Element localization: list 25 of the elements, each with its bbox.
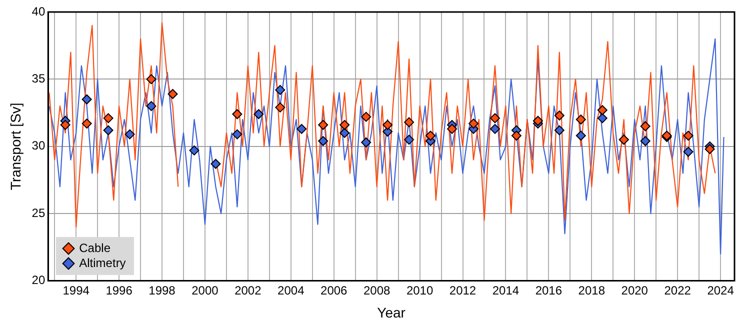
x-tick-label: 2018 (578, 283, 606, 298)
y-tick-label: 40 (32, 4, 46, 18)
x-tick-label: 2016 (535, 283, 562, 298)
y-tick-label: 35 (32, 72, 46, 86)
x-tick-label: 2024 (707, 283, 734, 298)
x-axis-title: Year (377, 304, 406, 320)
x-tick-label: 1994 (62, 283, 90, 298)
x-tick-label: 2012 (449, 283, 476, 298)
x-tick-label: 2010 (406, 283, 434, 298)
y-axis-title: Transport [Sv] (7, 102, 24, 190)
x-tick-label: 2002 (234, 283, 262, 298)
x-tick-label: 1996 (106, 283, 133, 298)
legend-label: Cable (79, 240, 110, 256)
legend-label: Altimetry (79, 256, 126, 271)
y-tick-label: 25 (32, 206, 46, 220)
y-tick-label: 30 (32, 138, 46, 153)
x-tick-label: 2022 (664, 283, 692, 298)
x-tick-label: 2000 (192, 283, 219, 298)
x-tick-label: 2004 (278, 283, 305, 298)
x-tick-label: 2006 (320, 283, 348, 298)
x-tick-label: 2020 (621, 283, 648, 298)
y-tick-label: 20 (32, 273, 46, 288)
x-tick-label: 1998 (148, 283, 176, 298)
x-tick-label: 2014 (492, 283, 520, 298)
x-tick-label: 2008 (363, 283, 390, 298)
